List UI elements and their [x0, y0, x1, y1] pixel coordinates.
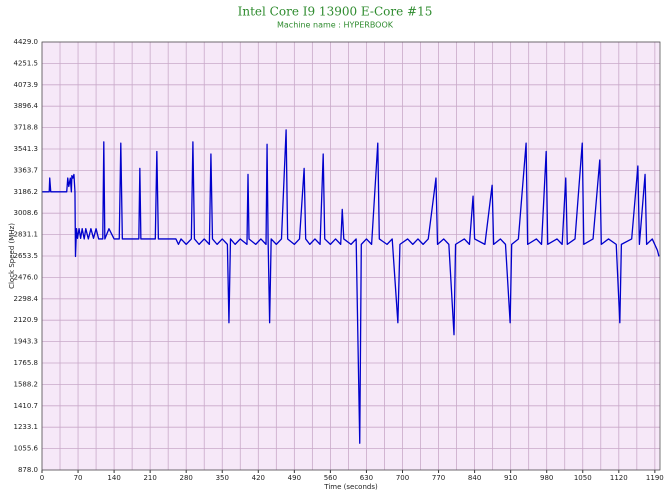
y-tick-label: 3541.3 [14, 145, 39, 153]
y-tick-label: 1765.8 [14, 359, 39, 367]
x-tick-label: 1120 [610, 474, 628, 482]
y-tick-label: 878.0 [18, 466, 38, 474]
chart-subtitle: Machine name : HYPERBOOK [277, 21, 394, 30]
y-tick-label: 1588.2 [14, 380, 39, 388]
y-tick-label: 1233.1 [14, 423, 39, 431]
y-tick-label: 1055.6 [14, 445, 39, 453]
y-axis-label: Clock Speed (MHz) [8, 223, 16, 289]
x-tick-label: 1050 [574, 474, 592, 482]
x-tick-label: 910 [504, 474, 517, 482]
plot-border [41, 41, 661, 471]
y-tick-label: 3008.6 [14, 209, 39, 217]
x-tick-label: 140 [107, 474, 120, 482]
y-tick-label: 3363.7 [14, 166, 39, 174]
x-tick-label: 560 [324, 474, 337, 482]
y-tick-label: 2653.5 [14, 252, 39, 260]
data-line [42, 129, 660, 444]
x-tick-label: 770 [432, 474, 445, 482]
x-tick-label: 1190 [646, 474, 664, 482]
x-tick-label: 70 [74, 474, 83, 482]
y-tick-label: 2476.0 [14, 273, 39, 281]
x-tick-label: 700 [396, 474, 409, 482]
x-tick-label: 210 [143, 474, 156, 482]
y-tick-label: 4429.0 [14, 38, 39, 46]
y-tick-label: 2831.1 [14, 231, 39, 239]
x-axis-label: Time (seconds) [323, 483, 378, 491]
x-tick-label: 630 [360, 474, 373, 482]
x-tick-label: 350 [216, 474, 229, 482]
y-tick-label: 3718.8 [14, 124, 39, 132]
x-tick-label: 490 [288, 474, 301, 482]
x-tick-label: 280 [180, 474, 193, 482]
x-tick-label: 840 [468, 474, 481, 482]
y-tick-label: 4073.9 [14, 81, 39, 89]
y-tick-label: 1410.7 [14, 402, 39, 410]
y-tick-label: 4251.5 [14, 59, 39, 67]
y-tick-label: 3896.4 [14, 102, 39, 110]
x-tick-label: 0 [40, 474, 44, 482]
y-tick-label: 2298.4 [14, 295, 39, 303]
chart-title: Intel Core I9 13900 E-Core #15 [238, 5, 433, 19]
y-tick-label: 3186.2 [14, 188, 39, 196]
y-tick-label: 1943.3 [14, 338, 39, 346]
x-tick-label: 980 [540, 474, 553, 482]
x-tick-label: 420 [252, 474, 265, 482]
y-tick-label: 2120.9 [14, 316, 39, 324]
